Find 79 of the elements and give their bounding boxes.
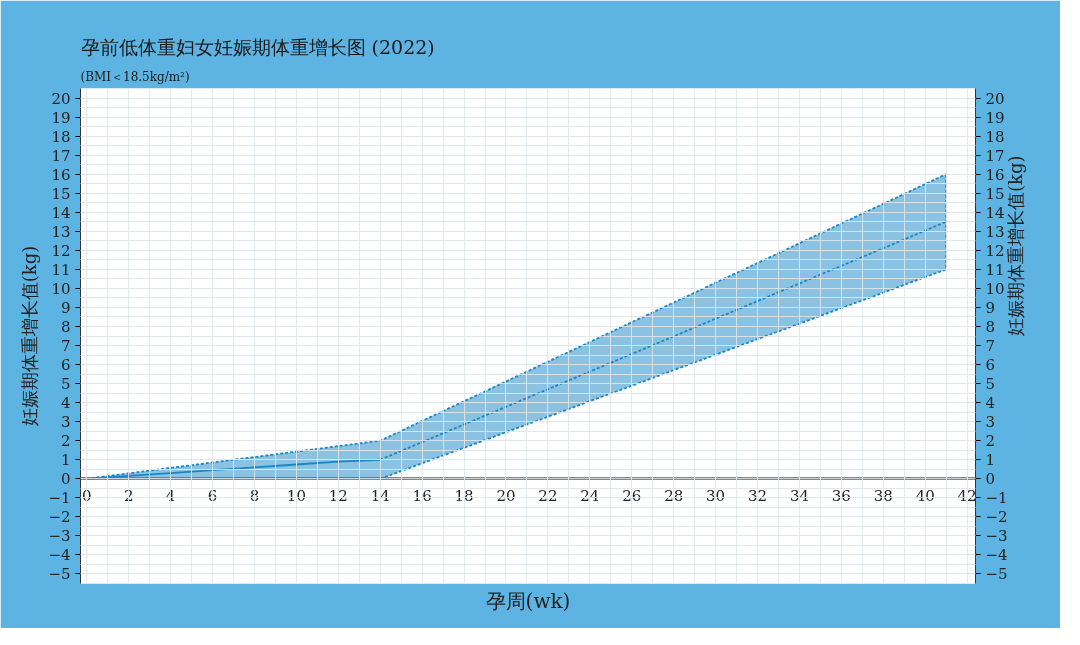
y-tick-label: 8 (60, 317, 71, 336)
y-tick-label: 3 (60, 413, 71, 432)
y-tick-label: 6 (60, 356, 71, 375)
y-tick-label: 10 (51, 279, 71, 298)
y-tick-label: 0 (60, 470, 71, 489)
y-tick-label: 14 (51, 203, 71, 222)
y-tick-label: 16 (51, 165, 71, 184)
y-tick-label: 5 (60, 375, 71, 394)
x-tick-label: 32 (747, 486, 768, 505)
x-tick-label: 12 (328, 486, 348, 505)
x-tick-label: 18 (454, 486, 474, 505)
y2-tick-label: 12 (985, 241, 1005, 260)
x-tick-label: 36 (831, 486, 851, 505)
y2-tick-label: 7 (985, 337, 996, 356)
y-tick-label: −2 (48, 508, 71, 527)
y2-tick-label: 15 (985, 184, 1005, 203)
y-tick-label: 19 (51, 108, 71, 127)
y2-tick-label: −5 (985, 565, 1008, 584)
x-tick-label: 26 (622, 486, 642, 505)
y2-tick-label: 13 (985, 222, 1005, 241)
x-tick-label: 20 (496, 486, 516, 505)
y-tick-label: 20 (51, 89, 71, 108)
y2-tick-label: 11 (985, 260, 1005, 279)
y-tick-label: 7 (60, 337, 71, 356)
x-tick-label: 28 (664, 486, 684, 505)
y2-tick-label: 2 (985, 432, 996, 451)
y2-tick-label: 16 (985, 165, 1005, 184)
y-tick-label: −3 (48, 527, 71, 546)
y2-tick-label: 0 (985, 470, 996, 489)
y2-tick-label: 6 (985, 356, 996, 375)
y-tick-label: −4 (48, 546, 71, 565)
x-tick-label: 40 (915, 486, 935, 505)
y-tick-label: 2 (60, 432, 71, 451)
y2-tick-label: −4 (985, 546, 1008, 565)
y-tick-label: 17 (51, 146, 71, 165)
x-tick-label: 24 (580, 486, 600, 505)
x-axis-title: 孕周(wk) (485, 588, 571, 613)
y2-tick-label: 8 (985, 317, 996, 336)
y-tick-label: 1 (60, 451, 71, 470)
x-tick-label: 22 (538, 486, 558, 505)
x-tick-label: 4 (165, 486, 176, 505)
y2-tick-label: −1 (985, 489, 1008, 508)
y2-axis-title: 妊娠期体重增长值(kg) (1005, 155, 1027, 336)
y-tick-label: −1 (48, 489, 71, 508)
y-axis-title: 妊娠期体重增长值(kg) (19, 245, 41, 427)
y-tick-label: 4 (60, 394, 71, 413)
y2-tick-label: 10 (985, 279, 1005, 298)
y-tick-label: 15 (51, 184, 71, 203)
y2-tick-label: 1 (985, 451, 996, 470)
x-tick-label: 14 (370, 486, 390, 505)
x-tick-label: 16 (412, 486, 432, 505)
y2-tick-label: 20 (985, 89, 1005, 108)
y2-tick-label: 14 (985, 203, 1005, 222)
chart-subtitle: (BMI＜18.5kg/m²) (80, 69, 190, 84)
y-tick-label: 18 (51, 127, 71, 146)
y2-tick-label: 18 (985, 127, 1005, 146)
y2-tick-label: 9 (985, 298, 996, 317)
x-tick-label: 2 (123, 486, 134, 505)
y-tick-label: 12 (51, 241, 71, 260)
y2-tick-label: 3 (985, 413, 996, 432)
x-tick-label: 42 (957, 486, 977, 505)
x-tick-label: 38 (873, 486, 893, 505)
y2-tick-label: 5 (985, 375, 996, 394)
x-tick-label: 8 (249, 486, 260, 505)
x-tick-label: 30 (706, 486, 726, 505)
y2-tick-label: 4 (985, 394, 996, 413)
x-tick-label: 0 (82, 486, 92, 505)
y-tick-label: −5 (48, 565, 71, 584)
x-tick-label: 6 (207, 486, 218, 505)
y-tick-label: 9 (60, 298, 71, 317)
x-tick-label: 10 (286, 486, 306, 505)
chart-title: 孕前低体重妇女妊娠期体重增长图 (2022) (80, 35, 435, 58)
y-tick-label: 13 (51, 222, 71, 241)
y2-tick-label: −3 (985, 527, 1008, 546)
y-tick-label: 11 (51, 260, 71, 279)
y2-tick-label: −2 (985, 508, 1008, 527)
y2-tick-label: 17 (985, 146, 1005, 165)
x-tick-label: 34 (789, 486, 809, 505)
y2-tick-label: 19 (985, 108, 1005, 127)
